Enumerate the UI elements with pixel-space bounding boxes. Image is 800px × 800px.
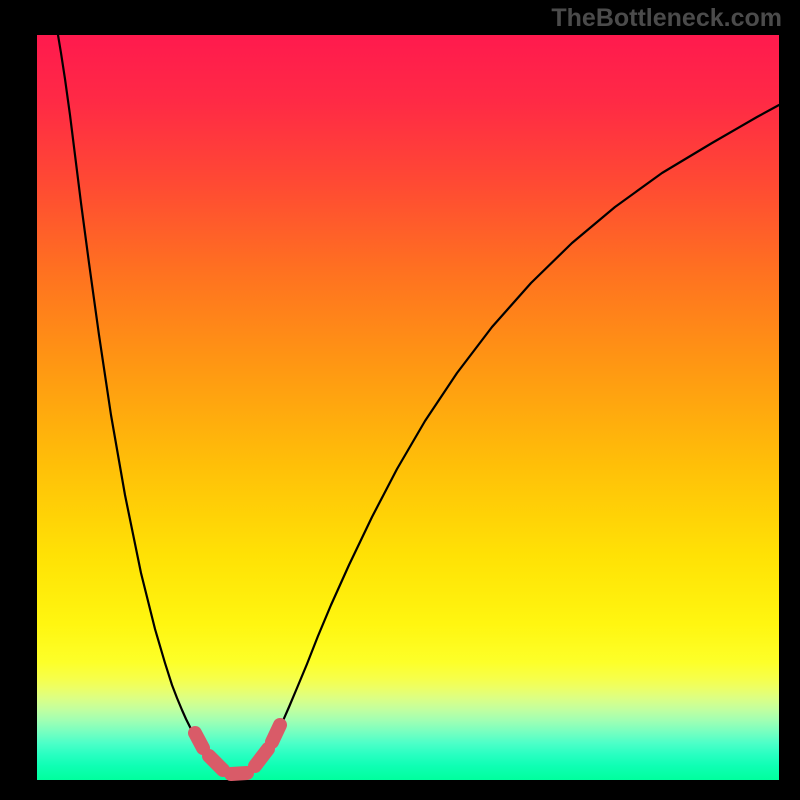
highlight-segment (195, 733, 203, 748)
highlight-segment (255, 749, 268, 766)
watermark-text: TheBottleneck.com (551, 4, 782, 33)
highlight-segment (209, 756, 223, 770)
highlight-segment (272, 725, 280, 742)
highlight-segment (231, 773, 247, 774)
canvas-frame: TheBottleneck.com (0, 0, 800, 800)
highlight-segments (195, 725, 280, 774)
curve-layer (37, 35, 779, 780)
bottleneck-curve (58, 35, 779, 778)
plot-area (37, 35, 779, 780)
